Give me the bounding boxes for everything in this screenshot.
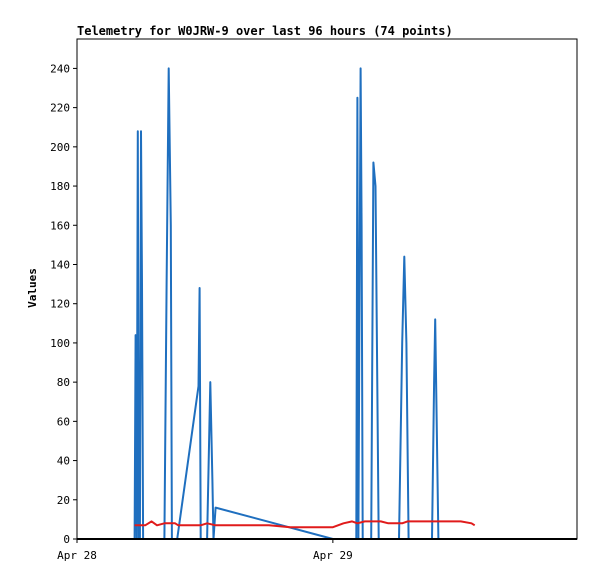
plot-area: 0 20 40 60 80 100 120 140 160 180 200 220 240 Apr 28 A…: [50, 38, 578, 562]
y-tick-label: 160: [50, 219, 70, 232]
y-tick-label: 180: [50, 180, 70, 193]
y-tick-label: 40: [57, 455, 70, 468]
x-tick-label: Apr 29: [313, 549, 353, 562]
y-tick-label: 240: [50, 62, 70, 75]
chart-title: Telemetry for W0JRW-9 over last 96 hours…: [77, 24, 453, 38]
y-tick-label: 60: [57, 415, 70, 428]
y-tick-label: 80: [57, 376, 70, 389]
y-tick-label: 0: [63, 533, 70, 546]
series-line-2: [134, 520, 476, 529]
y-tick-label: 100: [50, 337, 70, 350]
y-tick-label: 220: [50, 102, 70, 115]
y-tick-label: 20: [57, 494, 70, 507]
y-axis-label: Values: [26, 268, 39, 308]
y-tick-label: 200: [50, 141, 70, 154]
x-tick-label: Apr 28: [57, 549, 97, 562]
y-tick-label: 140: [50, 258, 70, 271]
y-tick-label: 120: [50, 298, 70, 311]
